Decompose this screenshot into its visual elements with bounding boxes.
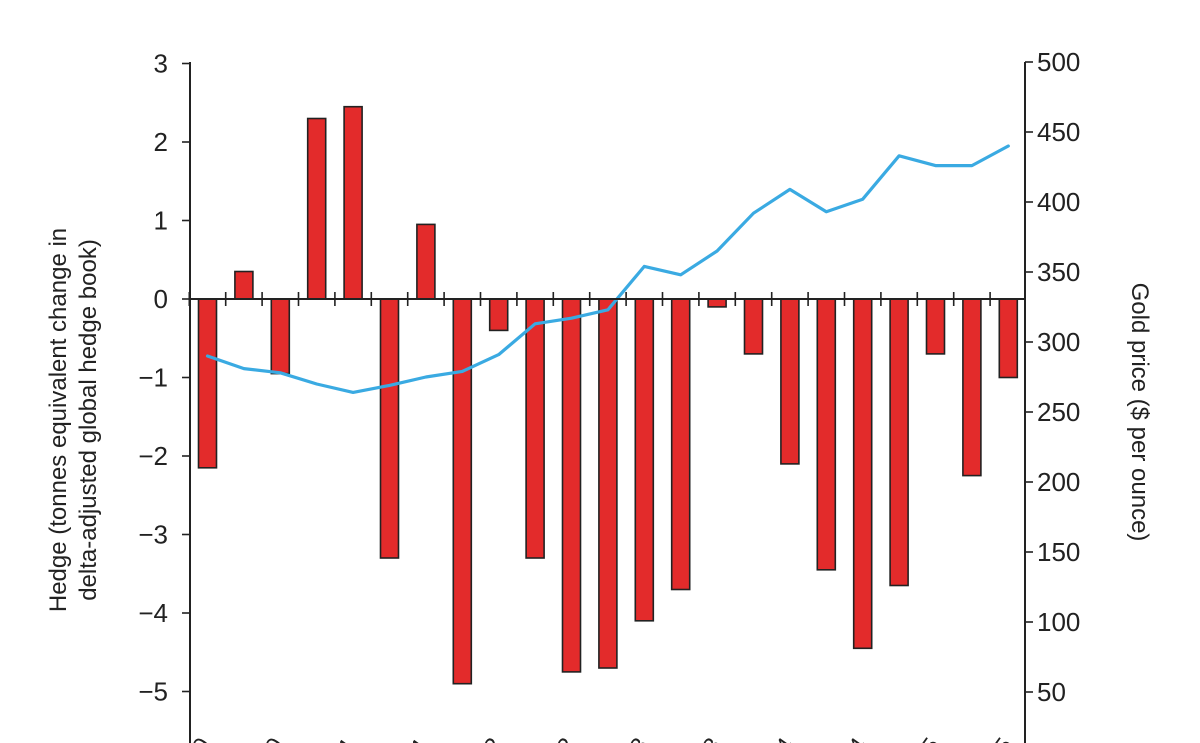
y2-axis-title: Gold price ($ per ounce)	[1126, 283, 1153, 542]
hedge-bar	[962, 298, 982, 477]
x-tick-label: 00	[179, 733, 216, 743]
y2-tick-label: 450	[1037, 117, 1080, 147]
y-tick-label: −3	[138, 520, 168, 550]
x-tick-label: 01	[325, 733, 362, 743]
y2-tick-label: 200	[1037, 467, 1080, 497]
hedge-bar	[889, 298, 909, 587]
y-axis-title: Hedge (tonnes equivalent change in delta-…	[45, 228, 102, 612]
hedge-bar	[925, 298, 946, 355]
x-tick-label: 03	[617, 733, 654, 743]
x-tick-label: 05	[981, 733, 1018, 743]
y-axis-title-line2: delta-adjusted global hedge book)	[75, 239, 102, 601]
hedge-bar	[488, 298, 509, 332]
gold-price-line	[205, 144, 1010, 394]
y-tick-label: −4	[138, 598, 168, 628]
x-tick-label: 05	[908, 733, 945, 743]
y-tick-label: 2	[154, 127, 168, 157]
y2-tick-label: 400	[1037, 187, 1080, 217]
y-tick-label: −5	[138, 677, 168, 707]
y2-tick-label: 300	[1037, 327, 1080, 357]
y-tick-label: −1	[138, 363, 168, 393]
hedge-bar	[416, 223, 436, 300]
hedge-bar	[743, 298, 764, 355]
y-tick-label: 3	[154, 49, 168, 79]
hedge-bar	[998, 298, 1019, 379]
gold-price-line-group	[205, 144, 1010, 394]
hedge-bar	[234, 270, 254, 300]
y2-tick-label: 350	[1037, 257, 1080, 287]
x-tick-label: 04	[763, 733, 800, 743]
hedge-bar	[816, 298, 837, 571]
hedge-bar	[452, 298, 473, 685]
y2-tick-label: 100	[1037, 607, 1080, 637]
x-tick-label: 04	[836, 733, 873, 743]
y-tick-label: −2	[138, 441, 168, 471]
y-tick-label: 0	[154, 284, 168, 314]
x-tick-label: 01	[398, 733, 435, 743]
hedge-bar	[670, 298, 691, 591]
hedge-bar	[634, 298, 655, 622]
x-tick-label: 02	[471, 733, 508, 743]
x-tick-label: 03	[690, 733, 727, 743]
hedge-bar	[270, 298, 291, 375]
axes	[182, 61, 1033, 743]
x-tick-label: 02	[544, 733, 581, 743]
y2-tick-label: 500	[1037, 47, 1080, 77]
hedge-bar	[852, 298, 873, 650]
x-tick-label: 00	[252, 733, 289, 743]
hedge-bar	[197, 298, 218, 469]
y2-tick-label: 250	[1037, 397, 1080, 427]
y-axis-title-line1: Hedge (tonnes equivalent change in	[45, 228, 72, 612]
hedge-bar	[598, 298, 618, 669]
hedge-bar	[561, 298, 582, 673]
y2-tick-label: 150	[1037, 537, 1080, 567]
hedge-bar	[306, 117, 327, 300]
y2-tick-label: 50	[1037, 677, 1066, 707]
hedge-bar	[780, 298, 800, 465]
hedge-bar	[525, 298, 545, 559]
y-tick-label: 1	[154, 206, 168, 236]
hedge-bar	[379, 298, 400, 559]
hedge-bar	[707, 298, 727, 308]
tick-labels: 3 2 1 0 −1 −2 −3 −4 −5 500 450 400 350 300 250 200 150 10…	[138, 47, 1080, 743]
hedge-bar	[343, 105, 363, 300]
hedge-bars	[197, 105, 1019, 685]
